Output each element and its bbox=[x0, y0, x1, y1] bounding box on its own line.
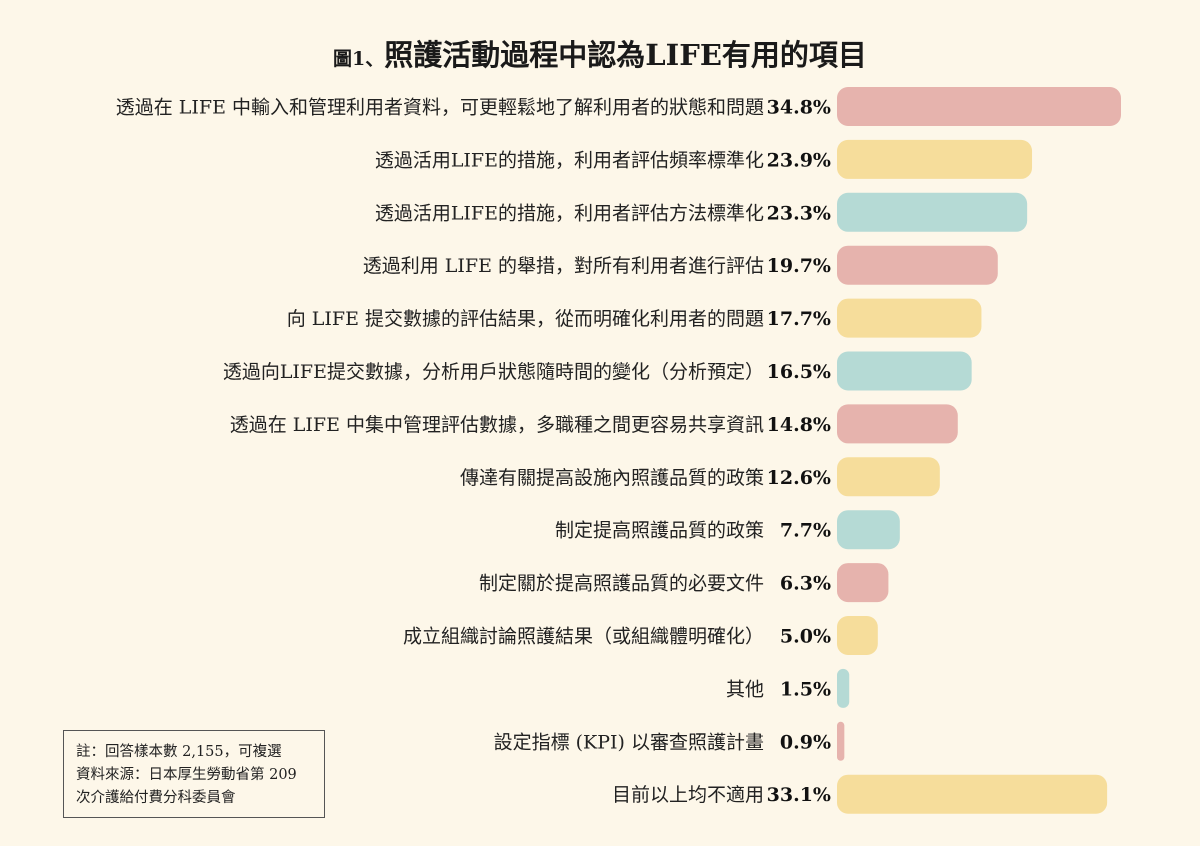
category-label: 透過在 LIFE 中輸入和管理利用者資料，可更輕鬆地了解利用者的狀態和問題 bbox=[116, 97, 764, 119]
bar bbox=[837, 404, 958, 444]
note-sample-size: 註：回答樣本數 2,155，可複選 bbox=[76, 744, 282, 760]
category-label: 透過利用 LIFE 的舉措，對所有利用者進行評估 bbox=[363, 255, 764, 277]
category-label: 透過活用LIFE的措施，利用者評估頻率標準化 bbox=[375, 149, 764, 171]
bar bbox=[837, 351, 972, 391]
category-label: 透過向LIFE提交數據，分析用戶狀態隨時間的變化（分析預定） bbox=[223, 361, 764, 383]
source-note: 註：回答樣本數 2,155，可複選 資料來源：日本厚生勞動省第 209 次介護給… bbox=[63, 730, 325, 818]
bar bbox=[837, 510, 900, 550]
bar bbox=[837, 616, 878, 655]
figure-number: 圖1、 bbox=[333, 48, 385, 70]
bar bbox=[837, 668, 850, 708]
bar bbox=[837, 192, 1028, 232]
category-label: 傳達有關提高設施內照護品質的政策 bbox=[460, 467, 764, 489]
value-label: 0.9% bbox=[780, 731, 831, 753]
bar bbox=[837, 721, 845, 761]
bar bbox=[837, 563, 889, 603]
category-label: 目前以上均不適用 bbox=[612, 784, 764, 806]
category-label: 設定指標 (KPI) 以審查照護計畫 bbox=[494, 731, 764, 753]
note-source-line: 資料來源：日本厚生勞動省第 209 bbox=[76, 767, 297, 783]
value-label: 5.0% bbox=[780, 626, 831, 648]
value-label: 34.8% bbox=[767, 97, 831, 119]
category-label: 向 LIFE 提交數據的評估結果，從而明確化利用者的問題 bbox=[287, 308, 764, 330]
value-label: 16.5% bbox=[767, 361, 831, 383]
value-label: 17.7% bbox=[767, 308, 831, 330]
value-label: 7.7% bbox=[780, 520, 831, 542]
note-source-line-cont: 次介護給付費分科委員會 bbox=[76, 790, 236, 806]
value-label: 14.8% bbox=[767, 414, 831, 436]
category-label: 制定提高照護品質的政策 bbox=[555, 520, 764, 542]
value-label: 23.3% bbox=[767, 202, 831, 224]
chart-title: 圖1、照護活動過程中認為LIFE有用的項目 bbox=[0, 32, 1200, 74]
value-label: 1.5% bbox=[780, 678, 831, 700]
value-label: 19.7% bbox=[767, 255, 831, 277]
bar bbox=[837, 457, 940, 497]
category-label: 透過在 LIFE 中集中管理評估數據，多職種之間更容易共享資訊 bbox=[230, 414, 764, 436]
bar bbox=[837, 774, 1108, 814]
bar bbox=[837, 139, 1033, 179]
value-label: 33.1% bbox=[767, 784, 831, 806]
value-label: 6.3% bbox=[780, 573, 831, 595]
bar bbox=[837, 87, 1121, 126]
bar bbox=[837, 298, 982, 338]
value-label: 12.6% bbox=[767, 467, 831, 489]
category-label: 其他 bbox=[726, 678, 764, 700]
bar bbox=[837, 245, 998, 285]
category-label: 制定關於提高照護品質的必要文件 bbox=[479, 573, 764, 595]
value-label: 23.9% bbox=[767, 149, 831, 171]
chart-title-text: 照護活動過程中認為LIFE有用的項目 bbox=[384, 38, 867, 72]
category-label: 透過活用LIFE的措施，利用者評估方法標準化 bbox=[375, 202, 764, 224]
category-label: 成立組織討論照護結果（或組織體明確化） bbox=[403, 626, 764, 648]
